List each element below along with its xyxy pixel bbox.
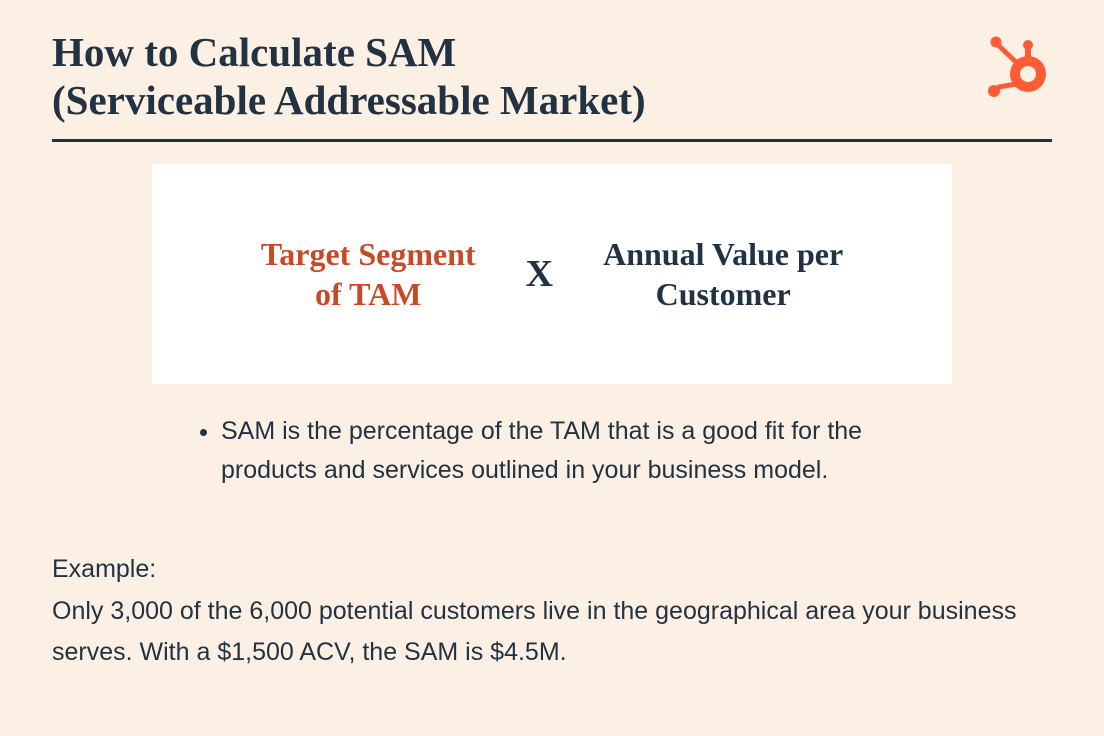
title-block: How to Calculate SAM (Serviceable Addres… [52, 28, 986, 125]
example-label: Example: [52, 549, 1052, 590]
formula-term-2: Annual Value perCustomer [603, 234, 843, 314]
example-block: Example: Only 3,000 of the 6,000 potenti… [52, 549, 1052, 673]
hubspot-logo-icon [986, 28, 1052, 107]
title-line-1: How to Calculate SAM [52, 28, 986, 76]
formula-card: Target Segmentof TAM X Annual Value perC… [152, 164, 952, 384]
title-line-2: (Serviceable Addressable Market) [52, 76, 986, 124]
formula-operator: X [526, 252, 553, 296]
bullet-text: SAM is the percentage of the TAM that is… [221, 412, 932, 490]
bullet-block: SAM is the percentage of the TAM that is… [52, 412, 1052, 490]
formula-term-1: Target Segmentof TAM [261, 234, 476, 314]
example-text: Only 3,000 of the 6,000 potential custom… [52, 591, 1052, 674]
header-row: How to Calculate SAM (Serviceable Addres… [52, 28, 1052, 142]
